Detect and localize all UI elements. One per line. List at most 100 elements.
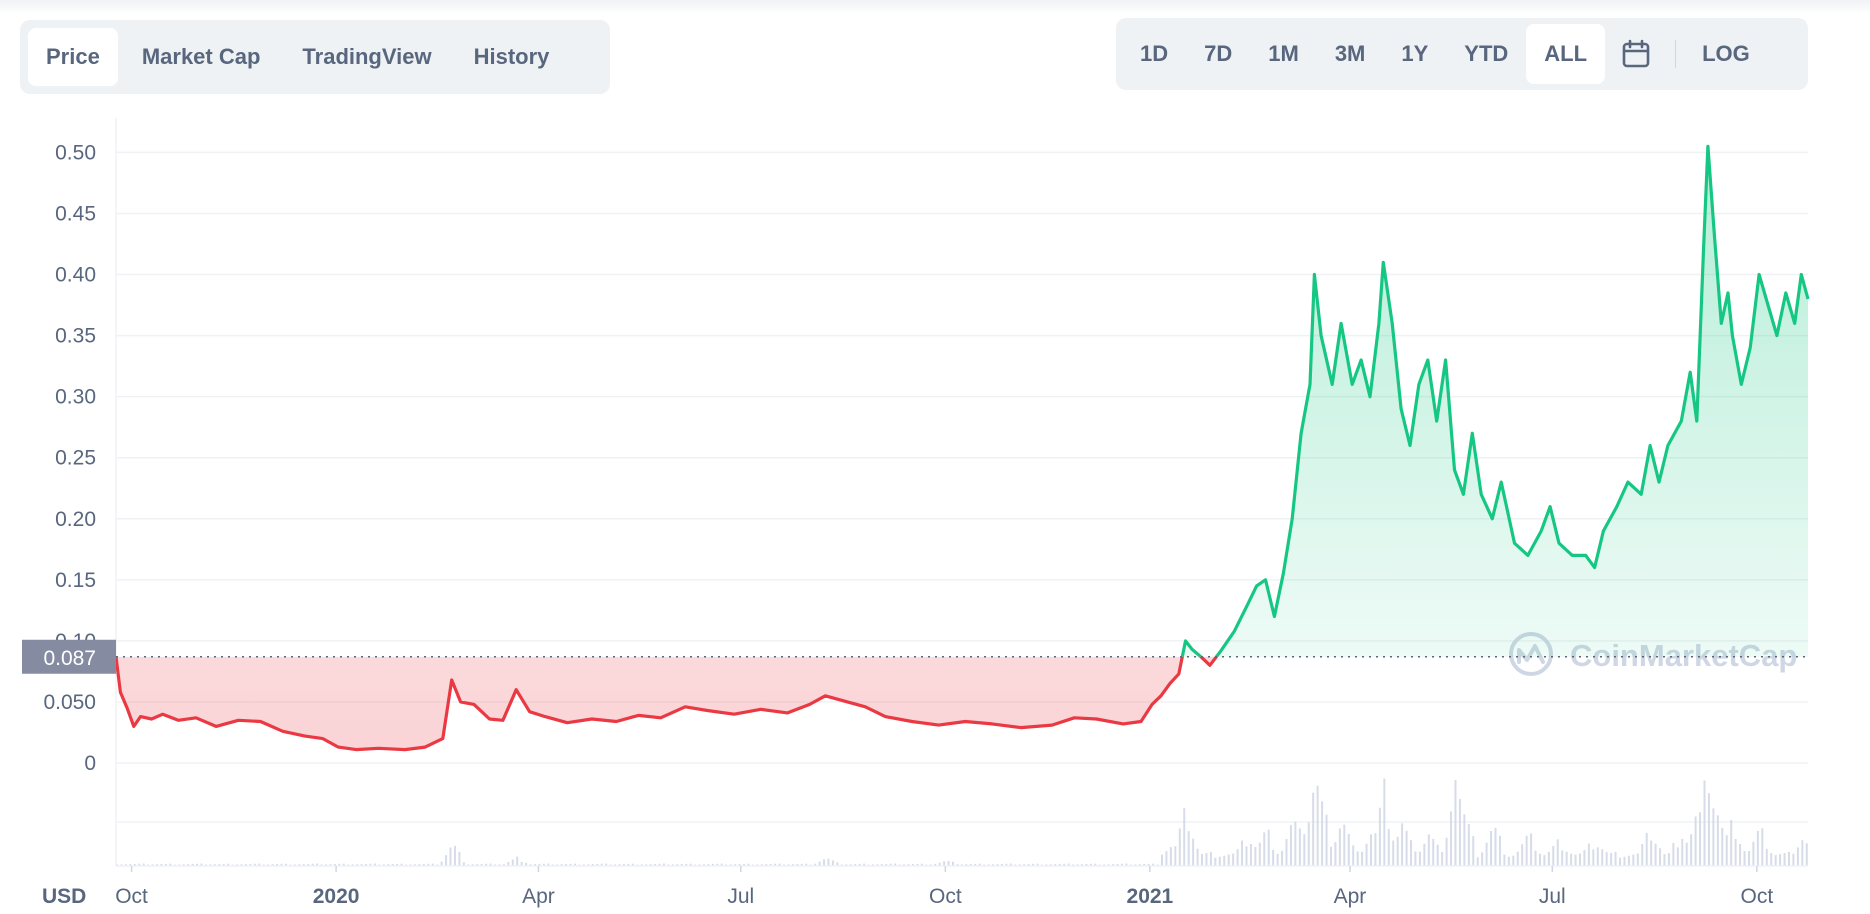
volume-bar bbox=[627, 863, 630, 866]
volume-bar bbox=[987, 864, 990, 866]
volume-bar bbox=[1592, 849, 1595, 866]
range-1m-button[interactable]: 1M bbox=[1268, 41, 1299, 66]
volume-bar bbox=[1512, 855, 1515, 866]
volume-bar bbox=[1214, 857, 1217, 866]
volume-bar bbox=[742, 863, 745, 866]
volume-bar bbox=[276, 864, 279, 866]
volume-bar bbox=[591, 864, 594, 866]
range-all-button[interactable]: ALL bbox=[1526, 24, 1606, 84]
volume-bar bbox=[1783, 853, 1786, 866]
volume-bar bbox=[1747, 851, 1750, 866]
volume-bar bbox=[1352, 845, 1355, 866]
volume-bar bbox=[458, 852, 461, 866]
tab-market-cap[interactable]: Market Cap bbox=[141, 44, 261, 69]
top-shadow bbox=[0, 0, 1870, 14]
volume-bar bbox=[1343, 824, 1346, 866]
volume-bar bbox=[480, 863, 483, 866]
volume-bar bbox=[1160, 854, 1163, 866]
volume-bar bbox=[396, 863, 399, 866]
tab-tradingview[interactable]: TradingView bbox=[302, 44, 432, 69]
volume-bar bbox=[605, 863, 608, 866]
volume-bar bbox=[618, 864, 621, 866]
volume-bar bbox=[1312, 792, 1315, 866]
volume-bar bbox=[1503, 854, 1506, 866]
range-1y-button[interactable]: 1Y bbox=[1401, 41, 1429, 66]
tab-price[interactable]: Price bbox=[28, 28, 118, 86]
volume-bar bbox=[645, 864, 648, 866]
volume-bar bbox=[649, 864, 652, 866]
range-3m-button[interactable]: 3M bbox=[1334, 41, 1366, 66]
volume-bar bbox=[1134, 864, 1137, 866]
volume-bar bbox=[1316, 785, 1319, 866]
volume-bar bbox=[1089, 863, 1092, 866]
volume-bar bbox=[382, 864, 385, 866]
volume-bar bbox=[831, 860, 834, 866]
volume-bar bbox=[956, 864, 959, 866]
volume-bar bbox=[943, 861, 946, 866]
y-tick-label: 0.35 bbox=[55, 325, 96, 348]
volume-bar bbox=[1236, 849, 1239, 866]
range-1d-button[interactable]: 1D bbox=[1140, 41, 1169, 66]
volume-bar bbox=[129, 864, 132, 866]
volume-bar bbox=[1152, 863, 1155, 866]
volume-bar bbox=[1378, 807, 1381, 866]
volume-bar bbox=[863, 863, 866, 866]
volume-bar bbox=[1721, 827, 1724, 866]
volume-bar bbox=[1232, 853, 1235, 866]
volume-bar bbox=[707, 864, 710, 866]
volume-bar bbox=[1547, 851, 1550, 866]
x-axis: Oct 2020 Apr Jul Oct 2021 Apr Jul Oct bbox=[115, 865, 1808, 908]
volume-bar bbox=[1325, 814, 1328, 866]
volume-bar bbox=[547, 863, 550, 866]
volume-bar bbox=[827, 858, 830, 866]
volume-bar bbox=[960, 864, 963, 866]
calendar-button[interactable] bbox=[1605, 24, 1667, 84]
range-divider bbox=[1675, 40, 1677, 68]
volume-bar bbox=[1063, 863, 1066, 866]
x-tick-label: Apr bbox=[1334, 885, 1367, 908]
volume-bar bbox=[1405, 830, 1408, 866]
volume-bar bbox=[911, 864, 914, 866]
volume-bar bbox=[1076, 864, 1079, 866]
x-tick-label: Apr bbox=[522, 885, 555, 908]
y-tick-label: 0.30 bbox=[55, 386, 96, 409]
tab-history[interactable]: History bbox=[473, 44, 550, 69]
volume-bar bbox=[1561, 850, 1564, 866]
y-tick-label: 0.45 bbox=[55, 202, 96, 225]
y-tick-label: 0.50 bbox=[55, 141, 96, 164]
volume-bar bbox=[1165, 851, 1168, 866]
range-ytd-button[interactable]: YTD bbox=[1464, 41, 1509, 66]
volume-bar bbox=[1067, 863, 1070, 866]
volume-bar bbox=[1241, 840, 1244, 866]
volume-bar bbox=[1712, 808, 1715, 866]
volume-bar bbox=[934, 863, 937, 866]
volume-bar bbox=[1000, 863, 1003, 866]
volume-bar bbox=[1770, 853, 1773, 866]
reference-label-text: 0.087 bbox=[43, 647, 96, 670]
volume-bar bbox=[1694, 816, 1697, 866]
volume-bar bbox=[1174, 846, 1177, 866]
volume-bar bbox=[440, 861, 443, 866]
volume-bar bbox=[418, 864, 421, 866]
volume-bar bbox=[1245, 846, 1248, 866]
volume-bar bbox=[462, 862, 465, 866]
volume-bar bbox=[329, 864, 332, 866]
log-scale-button[interactable]: LOG bbox=[1702, 41, 1750, 66]
volume-bar bbox=[1685, 842, 1688, 866]
volume-bar bbox=[1418, 851, 1421, 866]
volume-bar bbox=[1787, 852, 1790, 866]
volume-bar bbox=[200, 863, 203, 866]
volume-bar bbox=[1636, 853, 1639, 866]
volume-bar bbox=[569, 863, 572, 866]
volume-bar bbox=[871, 864, 874, 866]
volume-bar bbox=[1058, 863, 1061, 866]
volume-bar bbox=[805, 863, 808, 866]
volume-bar bbox=[716, 863, 719, 866]
range-7d-button[interactable]: 7D bbox=[1204, 41, 1233, 66]
price-area bbox=[116, 146, 1808, 750]
volume-bar bbox=[365, 863, 368, 866]
volume-bar bbox=[324, 864, 327, 866]
volume-bar bbox=[133, 863, 136, 866]
volume-bar bbox=[1334, 842, 1337, 866]
